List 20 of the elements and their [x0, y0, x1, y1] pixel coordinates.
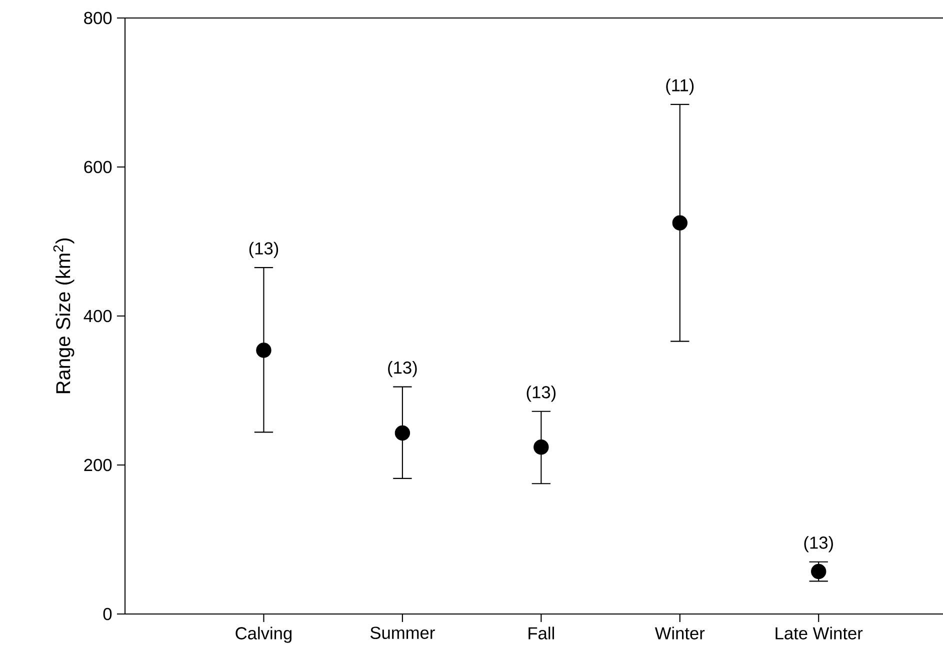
annotation: (13)	[526, 386, 556, 402]
point	[672, 215, 688, 230]
annotation: (13)	[804, 536, 833, 552]
y-tick-label: 200	[84, 458, 112, 472]
point	[534, 440, 549, 455]
y-tick-label: 800	[84, 12, 112, 24]
annotation: (13)	[249, 242, 278, 258]
y-tick-label: 400	[84, 310, 112, 322]
y-tick-label: 600	[84, 160, 112, 174]
x-tick-label: Late Winter	[776, 626, 863, 640]
point	[256, 342, 272, 358]
annotation: (11)	[666, 78, 694, 95]
x-tick-label: Fall	[528, 626, 554, 640]
x-tick-label: Winter	[654, 626, 705, 640]
y-axis-title: Range Size (km$^{2}$)	[53, 238, 74, 394]
point	[394, 425, 410, 441]
x-tick-label: Calving	[236, 626, 292, 643]
x-tick-label: Summer	[370, 626, 435, 639]
y-tick-label: 0	[103, 608, 112, 620]
annotation: (13)	[388, 361, 417, 378]
